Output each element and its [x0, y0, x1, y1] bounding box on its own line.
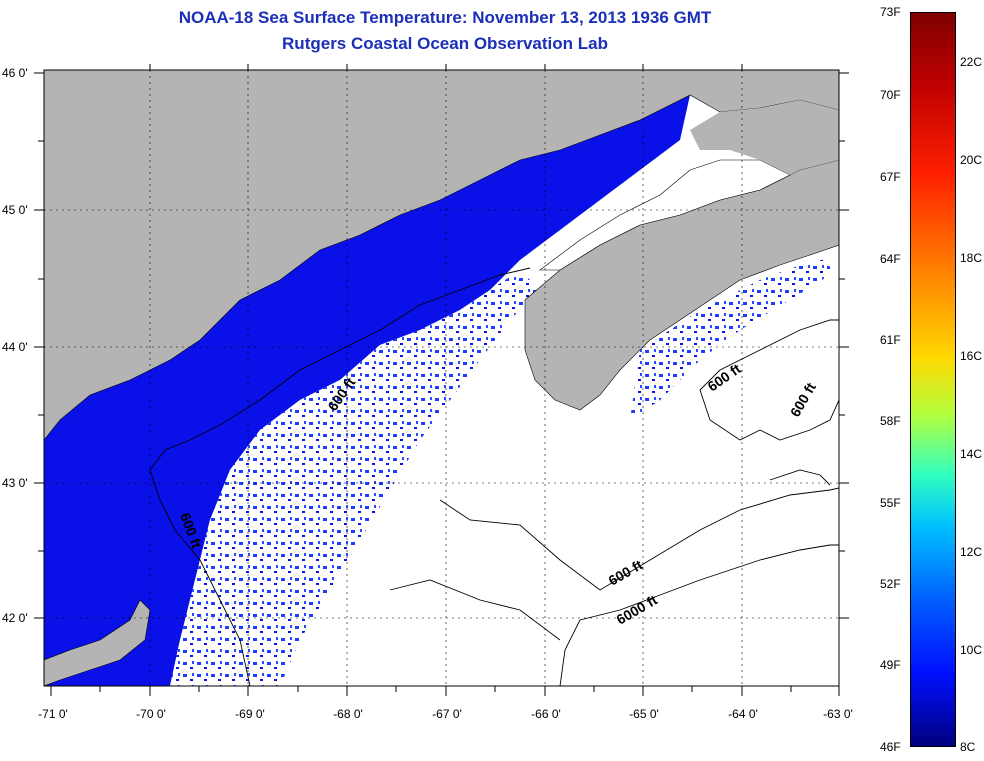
colorbar-label-64f: 64F [880, 252, 901, 266]
temperature-colorbar [910, 12, 956, 747]
axis-ticks [34, 64, 849, 696]
land-north-east [690, 100, 839, 175]
sst-coverage-coastal [44, 95, 690, 686]
colorbar-label-52f: 52F [880, 577, 901, 591]
colorbar-label-73f: 73F [880, 5, 901, 19]
sst-coverage-speckled [170, 270, 540, 686]
colorbar-label-20c: 20C [960, 153, 983, 167]
colorbar-label-10c: 10C [960, 643, 983, 657]
bathymetry-contours [149, 267, 839, 686]
land-new-england [44, 70, 839, 441]
colorbar-label-16c: 16C [960, 349, 983, 363]
colorbar-label-22c: 22C [960, 55, 983, 69]
map-subtitle: Rutgers Coastal Ocean Observation Lab [282, 34, 608, 53]
land-cape-cod [44, 599, 151, 686]
sst-coverage-nova-scotia-south [630, 258, 830, 420]
lon-label-64: -64 0' [728, 707, 758, 721]
lon-label-70: -70 0' [136, 707, 166, 721]
colorbar-label-8c: 8C [960, 740, 976, 754]
graticule [44, 70, 839, 686]
map-title: NOAA-18 Sea Surface Temperature: Novembe… [178, 8, 712, 27]
map-frame [43, 69, 840, 687]
lon-label-68: -68 0' [333, 707, 363, 721]
lon-label-63: -63 0' [823, 707, 853, 721]
colorbar-label-61f: 61F [880, 333, 901, 347]
colorbar-label-58f: 58F [880, 414, 901, 428]
colorbar-label-14c: 14C [960, 447, 983, 461]
lon-label-69: -69 0' [235, 707, 265, 721]
lat-label-43: 43 0' [2, 476, 28, 490]
lat-label-42: 42 0' [2, 611, 28, 625]
colorbar-label-12c: 12C [960, 545, 983, 559]
lon-label-66: -66 0' [531, 707, 561, 721]
colorbar-label-18c: 18C [960, 251, 983, 265]
lon-label-67: -67 0' [432, 707, 462, 721]
colorbar-label-70f: 70F [880, 88, 901, 102]
colorbar-label-67f: 67F [880, 170, 901, 184]
lat-label-46: 46 0' [2, 66, 28, 80]
lon-label-65: -65 0' [629, 707, 659, 721]
colorbar-label-55f: 55F [880, 496, 901, 510]
colorbar-label-46f: 46F [880, 740, 901, 754]
lat-label-44: 44 0' [2, 340, 28, 354]
colorbar-label-49f: 49F [880, 658, 901, 672]
lon-label-71: -71 0' [38, 707, 68, 721]
lat-label-45: 45 0' [2, 203, 28, 217]
